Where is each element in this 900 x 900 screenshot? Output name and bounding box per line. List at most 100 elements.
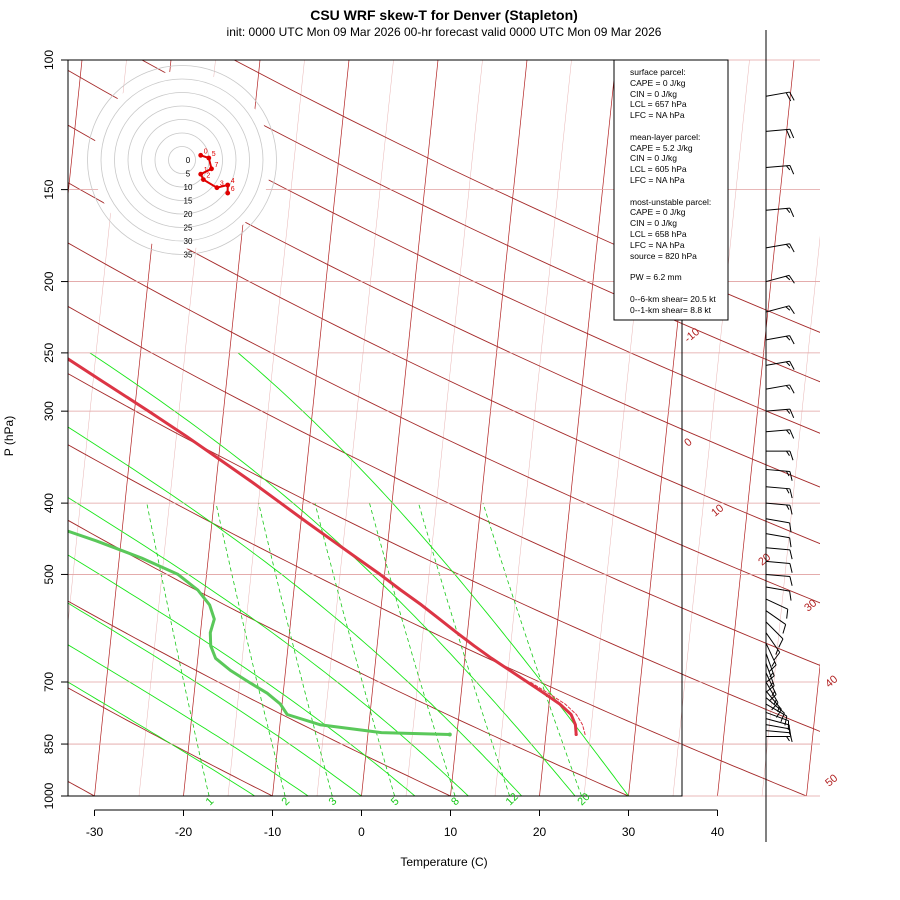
wind-barb-feather — [786, 429, 791, 435]
hodograph-point-label: 6 — [231, 186, 235, 193]
hodograph-ring-label: 10 — [184, 183, 193, 192]
wind-barb — [765, 429, 795, 439]
wind-barb-feather — [785, 470, 790, 477]
isotherm-line — [539, 60, 617, 796]
wind-barb-feather — [776, 709, 782, 718]
dry-adiabat — [68, 124, 820, 488]
dry-adiabat — [68, 182, 820, 545]
wind-barb — [765, 468, 793, 481]
moist-adiabat — [89, 352, 576, 796]
skew-grid-line — [494, 60, 572, 796]
dry-adiabat — [68, 242, 820, 604]
legend-surface-header: surface parcel: — [630, 67, 686, 77]
wind-barb-feather — [789, 408, 795, 418]
wind-barb-feather — [786, 736, 790, 742]
wind-barb — [765, 533, 792, 548]
legend-shear-01: 0--1-km shear= 8.8 kt — [630, 305, 712, 315]
wind-barb — [765, 610, 787, 634]
wind-barb-shaft — [765, 573, 790, 578]
moist-adiabat — [68, 602, 362, 796]
wind-barb — [765, 632, 781, 661]
wind-barb — [765, 690, 782, 718]
hodograph-point-label: 5 — [212, 151, 216, 158]
wind-barb-shaft — [765, 518, 790, 524]
legend-surface-cape: CAPE = 0 J/kg — [630, 78, 686, 88]
wind-barb-shaft — [765, 533, 790, 539]
mixing-ratio-line — [418, 502, 510, 796]
y-tick-label: 500 — [42, 564, 56, 584]
wind-barb — [765, 586, 792, 601]
wind-barb-feather — [789, 563, 793, 573]
wind-barb — [765, 547, 793, 560]
hodograph-point — [225, 182, 231, 188]
wind-barb-shaft — [765, 610, 786, 625]
x-tick-label: 40 — [711, 825, 725, 839]
x-axis-label: Temperature (C) — [400, 855, 487, 869]
wind-barb-feather — [785, 275, 791, 281]
isotherm-label: 30 — [802, 597, 819, 614]
hodograph-ring — [168, 146, 196, 174]
wind-barb-feather — [789, 91, 795, 101]
wind-barb-feather — [773, 699, 777, 705]
legend-mean-header: mean-layer parcel: — [630, 132, 700, 142]
hodograph-ring — [87, 65, 277, 255]
mixing-ratio-label: 3 — [327, 795, 340, 808]
y-tick-label: 400 — [42, 493, 56, 513]
y-tick-label: 1000 — [42, 782, 56, 809]
y-tick-label: 150 — [42, 179, 56, 199]
hodograph-ring — [100, 78, 264, 242]
wind-barb-feather — [785, 129, 791, 139]
wind-barb-shaft — [765, 642, 777, 666]
legend-surface-lcl: LCL = 657 hPa — [630, 99, 687, 109]
isotherm-label: 10 — [709, 502, 726, 519]
wind-barb — [765, 703, 788, 726]
wind-barb-shaft — [765, 305, 790, 313]
hodograph-ring-label: 15 — [184, 197, 193, 206]
wind-barb-feather — [771, 691, 776, 697]
isotherm-line — [361, 60, 439, 796]
wind-barb-feather — [784, 715, 788, 726]
wind-barb-shaft — [765, 632, 781, 653]
wind-barb-shaft — [765, 586, 790, 592]
wind-barb-shaft — [765, 690, 782, 710]
wind-barb-shaft — [765, 468, 790, 473]
wind-barb-shaft — [765, 335, 790, 341]
hodograph-point — [225, 190, 231, 196]
wind-barb-shaft — [765, 730, 790, 734]
wind-barb-shaft — [765, 274, 790, 283]
isotherm-line — [806, 662, 820, 796]
hodograph-point — [201, 177, 206, 183]
dry-adiabat — [68, 600, 452, 796]
wind-barb-feather — [789, 549, 793, 560]
wind-barb-feather — [785, 385, 791, 390]
hodograph-point — [198, 152, 204, 158]
hodograph-point-label: 7 — [215, 162, 219, 169]
x-tick-label: 30 — [622, 825, 636, 839]
legend-mean-lcl: LCL = 605 hPa — [630, 164, 687, 174]
hodograph-ring — [114, 92, 250, 228]
moist-adiabat — [237, 352, 629, 796]
hodograph-ring-label: 30 — [184, 237, 193, 246]
wind-barb-shaft — [765, 672, 777, 695]
dry-adiabat — [68, 519, 630, 796]
wind-barb-feather — [789, 384, 795, 394]
mixing-ratio-label: 5 — [389, 795, 402, 808]
isotherm-line — [717, 60, 795, 796]
mixing-ratio-label: 2 — [280, 795, 293, 808]
dry-adiabat — [68, 305, 820, 666]
wind-barb — [765, 243, 795, 253]
wind-barb-feather — [789, 505, 793, 515]
wind-barb — [765, 335, 795, 345]
wind-barb — [765, 360, 795, 370]
wind-barb-feather — [766, 685, 775, 693]
wind-barb — [765, 573, 793, 586]
isotherm-label: 50 — [823, 772, 840, 789]
wind-barb-feather — [789, 165, 795, 175]
legend-mu-source: source = 820 hPa — [630, 251, 697, 261]
wind-barb-shaft — [765, 598, 788, 610]
isotherm-label: -10 — [682, 326, 702, 345]
wind-barb-feather — [785, 504, 790, 510]
